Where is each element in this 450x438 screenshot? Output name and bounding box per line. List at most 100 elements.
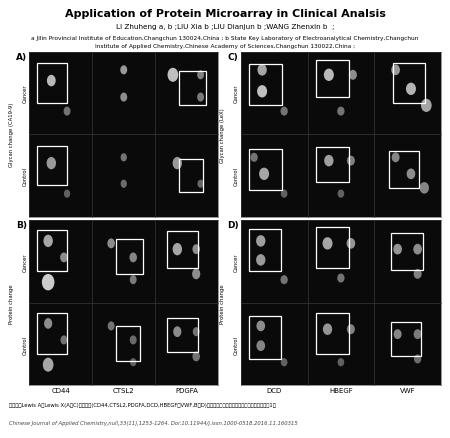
Circle shape (167, 69, 178, 83)
Circle shape (43, 235, 53, 247)
Circle shape (337, 274, 345, 283)
Circle shape (173, 327, 181, 337)
Circle shape (256, 341, 265, 351)
Text: DCD: DCD (266, 387, 282, 393)
Circle shape (251, 153, 258, 162)
Circle shape (256, 254, 265, 266)
Circle shape (63, 107, 71, 117)
Circle shape (121, 180, 127, 188)
Bar (391, 322, 421, 357)
Circle shape (257, 65, 267, 77)
Circle shape (60, 336, 68, 345)
Bar (37, 231, 67, 272)
Bar (166, 318, 198, 353)
Bar (389, 152, 419, 188)
Text: LI Zhuheng a, b ;LIU Xia b ;LIU Dianjun b ;WANG Zhenxin b  ;: LI Zhuheng a, b ;LIU Xia b ;LIU Dianjun … (116, 24, 334, 30)
Circle shape (47, 76, 56, 87)
Text: VWF: VWF (400, 387, 415, 393)
Circle shape (280, 107, 288, 117)
Circle shape (338, 358, 344, 367)
Circle shape (47, 158, 56, 170)
Text: CD44: CD44 (51, 387, 70, 393)
Circle shape (346, 238, 355, 249)
Circle shape (281, 358, 288, 367)
Bar (37, 146, 67, 186)
Text: HBEGF: HBEGF (329, 387, 353, 393)
Circle shape (173, 244, 182, 256)
Circle shape (60, 253, 68, 263)
Circle shape (391, 65, 400, 76)
Circle shape (130, 358, 136, 367)
Circle shape (120, 93, 127, 102)
Text: D): D) (227, 221, 239, 230)
Text: Cancer: Cancer (22, 253, 27, 271)
Text: Control: Control (22, 335, 27, 354)
Bar (249, 150, 282, 191)
Bar (391, 233, 423, 270)
Circle shape (259, 168, 269, 180)
Bar (393, 64, 425, 104)
Bar (249, 316, 281, 359)
Circle shape (257, 86, 267, 98)
Circle shape (323, 238, 333, 250)
Circle shape (42, 274, 54, 291)
Bar (315, 148, 349, 183)
Circle shape (421, 99, 432, 113)
Circle shape (192, 269, 200, 279)
Circle shape (347, 325, 355, 334)
Bar (166, 231, 198, 268)
Circle shape (420, 183, 429, 194)
Text: C): C) (228, 53, 238, 62)
Circle shape (108, 239, 115, 249)
Text: Chinese Journal of Applied Chemistry,null,33(11),1253-1264. Doi:10.11944/j.issn.: Chinese Journal of Applied Chemistry,nul… (9, 420, 298, 425)
Circle shape (193, 327, 200, 336)
Circle shape (406, 84, 416, 96)
Text: PDGFA: PDGFA (176, 387, 198, 393)
Circle shape (413, 244, 422, 255)
Text: a Jilin Provincial Institute of Education,Changchun 130024,China ; b State Key L: a Jilin Provincial Institute of Educatio… (32, 36, 419, 41)
Circle shape (338, 190, 344, 198)
Bar (315, 313, 349, 354)
Circle shape (394, 329, 401, 339)
Text: Control: Control (234, 335, 239, 354)
Bar (315, 61, 349, 98)
Circle shape (323, 324, 332, 335)
Circle shape (43, 358, 54, 372)
Circle shape (280, 276, 288, 285)
Circle shape (324, 155, 333, 167)
Circle shape (347, 156, 355, 166)
Text: CTSL2: CTSL2 (113, 387, 135, 393)
Circle shape (407, 169, 415, 180)
Text: Cancer: Cancer (234, 253, 239, 271)
Circle shape (414, 269, 422, 279)
Circle shape (256, 321, 265, 332)
Text: Control: Control (234, 166, 239, 186)
Text: Cancer: Cancer (22, 85, 27, 103)
Circle shape (324, 70, 334, 82)
Bar (315, 227, 349, 268)
Circle shape (130, 276, 137, 285)
Text: B): B) (16, 221, 27, 230)
Circle shape (193, 352, 200, 361)
Text: Cancer: Cancer (234, 85, 239, 103)
Circle shape (337, 107, 345, 117)
Circle shape (414, 329, 422, 339)
Circle shape (197, 93, 204, 102)
Circle shape (130, 253, 137, 263)
Circle shape (414, 355, 421, 364)
Circle shape (197, 71, 204, 80)
Circle shape (198, 180, 204, 188)
Circle shape (392, 153, 400, 163)
Circle shape (108, 321, 115, 331)
Text: 糖过化的Lewis A和Lewis X(A和C)和蛋白质(CD44,CTSL2,PDGFA,DCD,HBEGF和VWF,B和D)在正常人和胰腺癌病人血清中的比较: 糖过化的Lewis A和Lewis X(A和C)和蛋白质(CD44,CTSL2,… (9, 402, 276, 407)
Text: Protein change: Protein change (220, 283, 225, 323)
Circle shape (193, 245, 200, 254)
Circle shape (281, 190, 288, 198)
Circle shape (256, 236, 265, 247)
Circle shape (120, 66, 127, 75)
Bar (116, 326, 140, 361)
Text: Protein change: Protein change (9, 283, 14, 323)
Circle shape (349, 71, 357, 81)
Circle shape (64, 190, 70, 198)
Bar (179, 159, 203, 193)
